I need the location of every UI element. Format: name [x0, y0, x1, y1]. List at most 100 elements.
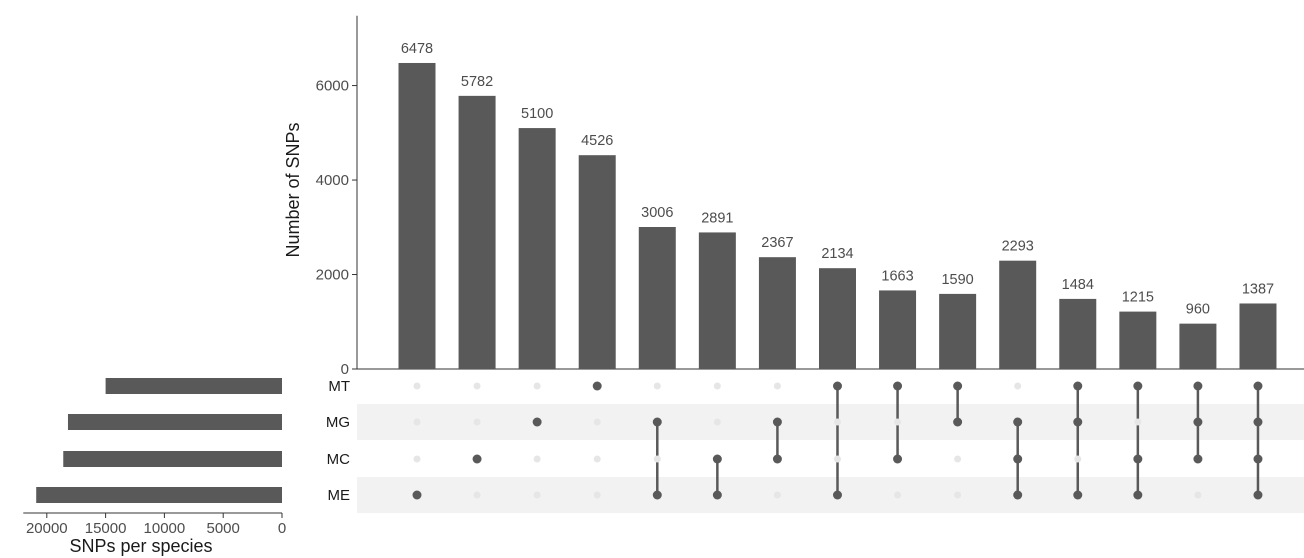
- matrix-dot-active: [772, 417, 782, 427]
- set-label-me: ME: [328, 487, 351, 504]
- intersection-bar-label: 6478: [401, 41, 433, 57]
- set-label-mc: MC: [327, 451, 350, 468]
- intersection-bar-label: 1215: [1122, 290, 1154, 306]
- matrix-dot-active: [472, 454, 482, 464]
- matrix-dot-active: [772, 454, 782, 464]
- intersection-bar-label: 2293: [1002, 239, 1034, 255]
- intersection-matrix: [412, 381, 1263, 500]
- matrix-dot-active: [1193, 417, 1203, 427]
- set-size-bar-mg: [67, 414, 282, 430]
- intersection-bar: [698, 232, 736, 369]
- matrix-dot-inactive: [593, 418, 601, 426]
- matrix-stripe-mg: [357, 404, 1304, 440]
- intersection-bar-label: 960: [1186, 302, 1210, 318]
- set-size-axis-title: SNPs per species: [69, 536, 212, 556]
- matrix-dot-active: [832, 490, 842, 500]
- intersection-bar-labels: 6478 5782 5100 4526 3006 2891 2367 2134 1663 1590…: [401, 41, 1274, 318]
- set-label-mg: MG: [326, 414, 350, 431]
- intersection-bar: [879, 290, 917, 369]
- matrix-dot-inactive: [413, 418, 421, 426]
- matrix-dot-active: [832, 381, 842, 391]
- matrix-stripe-me: [357, 477, 1304, 513]
- matrix-dot-active: [953, 417, 963, 427]
- matrix-dot-active: [712, 490, 722, 500]
- matrix-dot-active: [1073, 490, 1083, 500]
- y-tick-label: 6000: [316, 78, 349, 95]
- matrix-stripes: [357, 404, 1304, 513]
- set-size-tick-label: 20000: [26, 520, 68, 537]
- y-tick-label: 0: [341, 361, 349, 378]
- matrix-dot-active: [893, 454, 903, 464]
- matrix-dot-inactive: [773, 382, 781, 390]
- y-tick-label: 2000: [316, 267, 349, 284]
- matrix-dot-inactive: [533, 491, 541, 499]
- intersection-bar: [638, 226, 676, 369]
- set-size-tick-label: 0: [278, 520, 286, 537]
- intersection-bar: [1179, 323, 1217, 369]
- set-size-bar-mc: [63, 451, 282, 467]
- matrix-dot-inactive: [413, 382, 421, 390]
- intersection-bar: [818, 268, 856, 369]
- set-size-bars: [36, 378, 282, 503]
- matrix-dot-inactive: [473, 418, 481, 426]
- intersection-bar-label: 5782: [461, 74, 493, 90]
- matrix-dot-active: [1253, 417, 1263, 427]
- matrix-dot-inactive: [713, 382, 721, 390]
- matrix-dot-inactive: [1134, 418, 1142, 426]
- intersection-bar: [398, 62, 436, 369]
- matrix-dot-active: [1073, 417, 1083, 427]
- matrix-dot-inactive: [593, 491, 601, 499]
- matrix-dot-active: [893, 381, 903, 391]
- matrix-dot-inactive: [773, 491, 781, 499]
- intersection-bar: [939, 293, 977, 369]
- intersection-bar-label: 3006: [641, 205, 673, 221]
- intersection-bar-label: 1387: [1242, 281, 1274, 297]
- intersection-bar: [458, 95, 496, 369]
- intersection-bar-label: 2367: [761, 235, 793, 251]
- matrix-dot-active: [1193, 381, 1203, 391]
- matrix-dot-active: [652, 490, 662, 500]
- intersection-bar-label: 5100: [521, 106, 553, 122]
- intersection-bar-label: 1484: [1062, 277, 1094, 293]
- set-labels: MT MG MC ME: [326, 378, 350, 504]
- matrix-dot-inactive: [653, 382, 661, 390]
- matrix-dot-active: [1133, 454, 1143, 464]
- matrix-dot-inactive: [473, 382, 481, 390]
- matrix-dot-inactive: [533, 455, 541, 463]
- matrix-dot-active: [1073, 381, 1083, 391]
- matrix-dot-active: [652, 417, 662, 427]
- matrix-dot-inactive: [413, 455, 421, 463]
- matrix-dot-active: [1013, 454, 1023, 464]
- set-size-bar-me: [36, 487, 282, 503]
- set-size-bar-mt: [105, 378, 282, 394]
- set-size-axis: 20000 15000 10000 5000 0: [23, 512, 286, 537]
- matrix-dot-inactive: [954, 491, 962, 499]
- matrix-dot-active: [532, 417, 542, 427]
- matrix-dot-inactive: [653, 455, 661, 463]
- matrix-dot-inactive: [1074, 455, 1082, 463]
- matrix-dot-inactive: [713, 418, 721, 426]
- set-size-tick-label: 5000: [207, 520, 240, 537]
- matrix-dot-active: [1013, 490, 1023, 500]
- intersection-bar-label: 2134: [821, 246, 853, 262]
- matrix-dot-active: [953, 381, 963, 391]
- matrix-dot-inactive: [473, 491, 481, 499]
- matrix-dot-inactive: [894, 491, 902, 499]
- matrix-dot-active: [1013, 417, 1023, 427]
- matrix-dot-active: [1133, 381, 1143, 391]
- matrix-dot-inactive: [833, 418, 841, 426]
- intersection-bar: [758, 257, 796, 369]
- intersection-bar: [999, 260, 1037, 369]
- intersection-bar-label: 4526: [581, 133, 613, 149]
- matrix-dot-inactive: [1014, 382, 1022, 390]
- matrix-dot-inactive: [954, 455, 962, 463]
- matrix-dot-inactive: [593, 455, 601, 463]
- matrix-dot-active: [1133, 490, 1143, 500]
- intersection-bar: [578, 155, 616, 369]
- matrix-dot-active: [1253, 454, 1263, 464]
- intersection-bars: [398, 62, 1277, 369]
- intersection-bar: [518, 128, 556, 369]
- y-tick-label: 4000: [316, 172, 349, 189]
- matrix-dot-inactive: [833, 455, 841, 463]
- intersection-bar-label: 1663: [881, 268, 913, 284]
